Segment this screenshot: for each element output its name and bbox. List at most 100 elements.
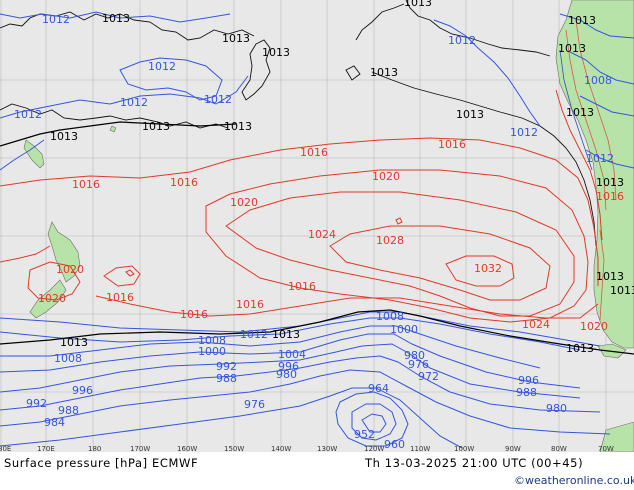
isobar-label: 1012 — [240, 328, 268, 341]
isobar-label: 1013 — [404, 0, 432, 9]
isobar-label: 1016 — [170, 176, 198, 189]
isobar-label: 980 — [404, 349, 425, 362]
new-zealand-north-island — [47, 221, 81, 283]
isobar-label: 1024 — [522, 318, 550, 331]
isobar-label: 1016 — [300, 146, 328, 159]
high-pressure-isobars — [0, 89, 603, 323]
lon-label-100w: 100W — [454, 445, 474, 453]
lon-label-130w: 130W — [317, 445, 337, 453]
isobar-label: 1008 — [198, 334, 226, 347]
isobar-label: 992 — [216, 360, 237, 373]
isobar-label: 992 — [26, 397, 47, 410]
isobar-label: 1016 — [106, 291, 134, 304]
isobar-label: 1012 — [586, 152, 614, 165]
isobar-label: 1013 — [566, 106, 594, 119]
isobar-label: 972 — [418, 370, 439, 383]
lon-label-170w: 170W — [130, 445, 150, 453]
isobar-label: 1012 — [204, 93, 232, 106]
lon-label-70w: 70W — [598, 445, 614, 453]
isobar-label: 980 — [546, 402, 567, 415]
lon-label-120w: 120W — [364, 445, 384, 453]
isobar-label: 1008 — [376, 310, 404, 323]
isobar-label: 1012 — [120, 96, 148, 109]
isobar-label: 988 — [516, 386, 537, 399]
longitude-labels: 80E 170E 180 170W 160W 150W 140W 130W 12… — [0, 445, 614, 453]
andes-relief — [559, 19, 617, 321]
low-pressure-isobars — [0, 11, 634, 449]
isobar-label: 960 — [384, 438, 405, 451]
lon-label-80e: 80E — [0, 445, 11, 453]
lon-label-140w: 140W — [271, 445, 291, 453]
isobar-label: 1020 — [580, 320, 608, 333]
isobar-label: 1004 — [278, 348, 306, 361]
isobar-label: 1013 — [272, 328, 300, 341]
coastlines — [0, 0, 597, 247]
map-title: Surface pressure [hPa] ECMWF — [4, 456, 199, 470]
latitude-grid — [0, 79, 634, 393]
isobar-label: 1020 — [56, 263, 84, 276]
isobar-label: 1016 — [596, 190, 624, 203]
isobar-label: 988 — [58, 404, 79, 417]
isobar-label: 1012 — [14, 108, 42, 121]
isobar-label: 1020 — [372, 170, 400, 183]
isobar-label: 1020 — [38, 292, 66, 305]
isobar-label: 1013 — [60, 336, 88, 349]
isobar-label: 996 — [72, 384, 93, 397]
isobar-label: 952 — [354, 428, 375, 441]
isobar-label: 1008 — [54, 352, 82, 365]
isobar-label: 1013 — [596, 270, 624, 283]
isobar-label: 1012 — [42, 13, 70, 26]
isobar-label: 1013 — [224, 120, 252, 133]
antarctic-peninsula-land — [599, 421, 634, 453]
isobar-label: 1013 — [142, 120, 170, 133]
isobar-label: 1013 — [50, 130, 78, 143]
isobar-label: 1013 — [610, 284, 634, 297]
valid-time: Th 13-03-2025 21:00 UTC (00+45) — [365, 456, 584, 470]
isobar-label: 1013 — [262, 46, 290, 59]
lon-label-160w: 160W — [177, 445, 197, 453]
isobar-label: 1000 — [390, 323, 418, 336]
isobar-label: 1012 — [148, 60, 176, 73]
isobar-label: 1028 — [376, 234, 404, 247]
isobar-label: 1012 — [510, 126, 538, 139]
lon-label-180: 180 — [88, 445, 101, 453]
isobar-label: 1020 — [230, 196, 258, 209]
isobar-label: 1016 — [288, 280, 316, 293]
isobar-labels: 1012 1013 1013 1013 1013 1012 1012 1012 … — [14, 0, 634, 451]
isobar-label: 1016 — [72, 178, 100, 191]
isobar-label: 988 — [216, 372, 237, 385]
isobar-label: 996 — [278, 360, 299, 373]
isobar-label: 964 — [368, 382, 389, 395]
isobar-label: 1013 — [102, 12, 130, 25]
isobar-label: 1024 — [308, 228, 336, 241]
lon-label-170e: 170E — [37, 445, 55, 453]
isobar-label: 1013 — [370, 66, 398, 79]
isobar-label: 1013 — [596, 176, 624, 189]
isobar-label: 984 — [44, 416, 65, 429]
isobar-label: 1008 — [584, 74, 612, 87]
caption-bar — [0, 452, 634, 490]
isobar-label: 976 — [244, 398, 265, 411]
isobar-label: 1013 — [566, 342, 594, 355]
isobar-label: 976 — [408, 358, 429, 371]
isobar-label: 1000 — [198, 345, 226, 358]
isobars-1013 — [0, 121, 634, 355]
isobar-label: 1016 — [438, 138, 466, 151]
lon-label-80w: 80W — [551, 445, 567, 453]
credit-link[interactable]: ©weatheronline.co.uk — [514, 474, 634, 487]
isobar-label: 1013 — [568, 14, 596, 27]
isobar-label: 1016 — [180, 308, 208, 321]
isobar-label: 1032 — [474, 262, 502, 275]
isobar-label: 1013 — [558, 42, 586, 55]
isobar-label: 1013 — [456, 108, 484, 121]
isobar-label: 1016 — [236, 298, 264, 311]
isobar-label: 1013 — [222, 32, 250, 45]
new-caledonia-land — [23, 139, 45, 169]
fiji-land — [109, 125, 117, 133]
lon-label-90w: 90W — [505, 445, 521, 453]
isobar-label: 1012 — [448, 34, 476, 47]
lon-label-150w: 150W — [224, 445, 244, 453]
isobar-label: 996 — [518, 374, 539, 387]
